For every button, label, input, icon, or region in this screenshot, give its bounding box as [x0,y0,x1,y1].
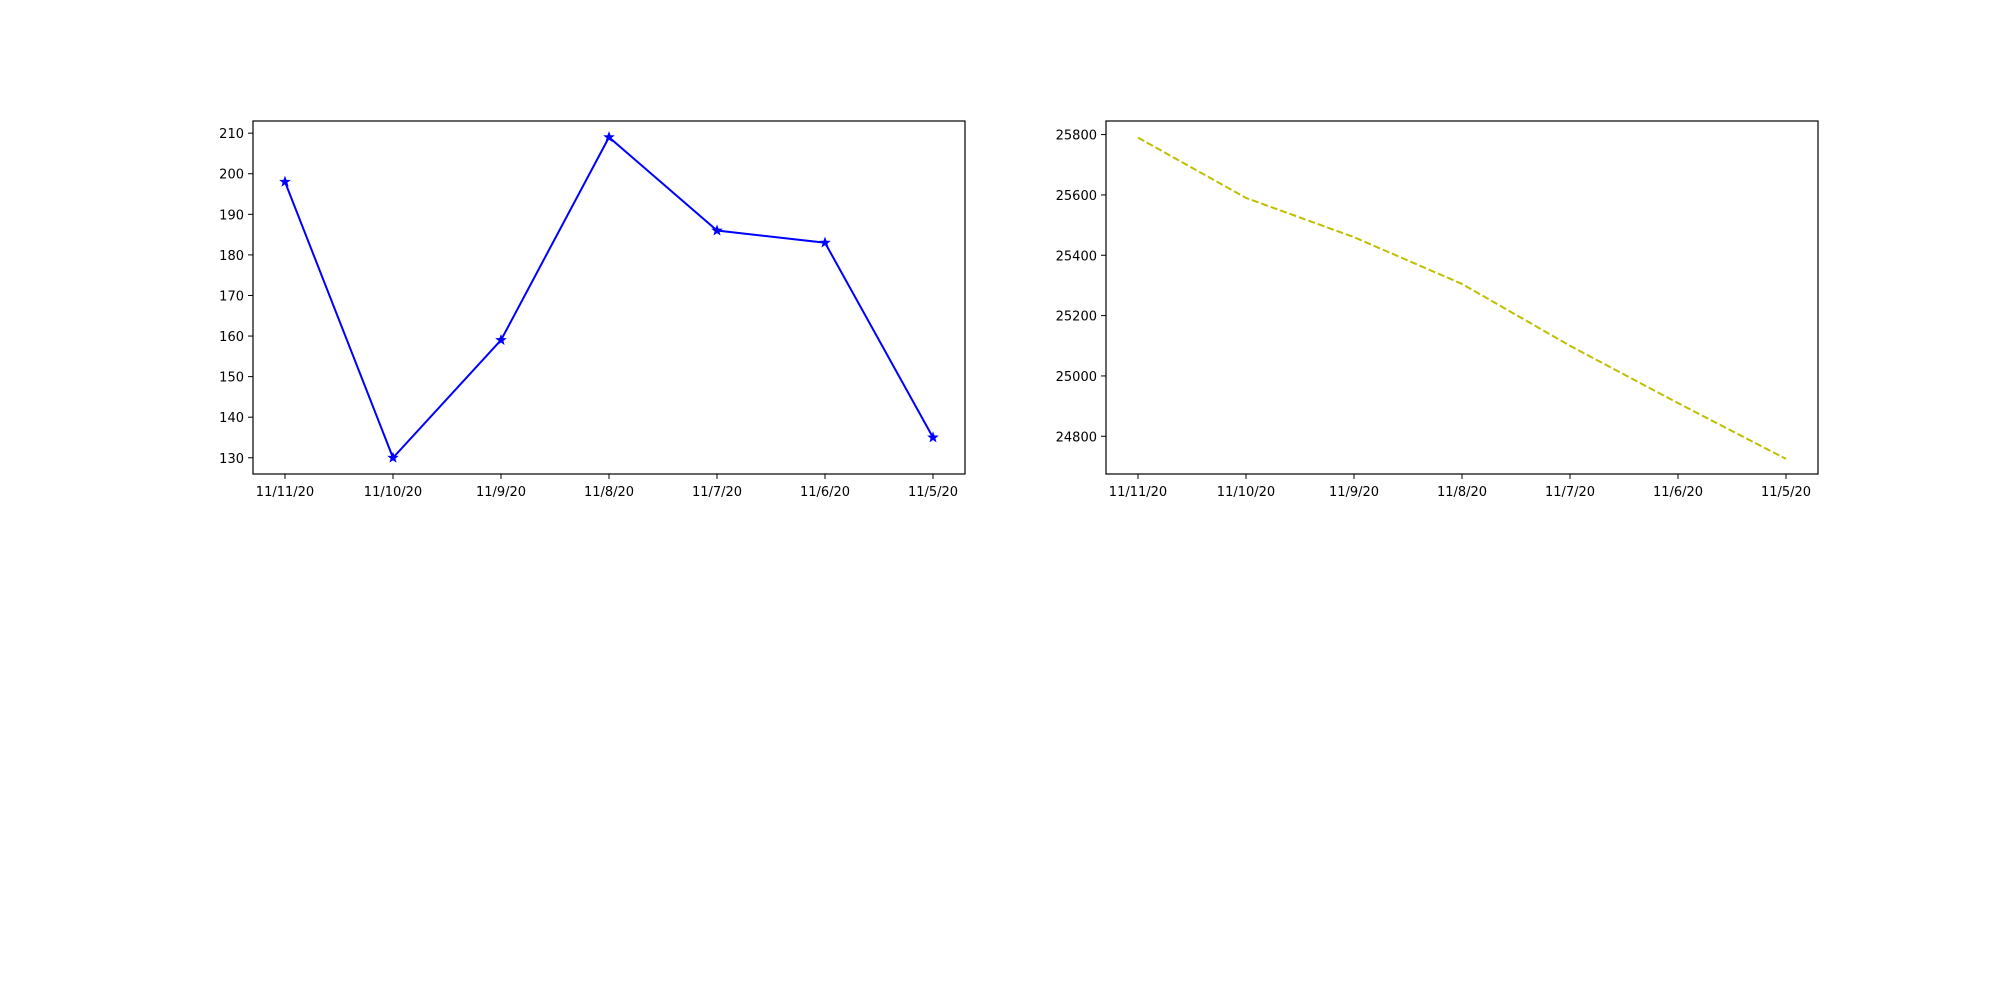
y-tick-label: 210 [219,127,244,142]
x-tick-label: 11/8/20 [1437,485,1487,500]
y-tick-label: 190 [219,208,244,223]
y-tick-label: 25600 [1056,189,1097,204]
y-tick-label: 25000 [1056,370,1097,385]
data-point [927,431,939,443]
x-tick-label: 11/5/20 [1761,485,1811,500]
y-tick-label: 160 [219,330,244,345]
chart-panel-2: 11/11/20 11/10/20 11/9/20 11/8/20 11/7/20 11/… [1056,120,1819,500]
x-tick-label: 11/8/20 [584,485,634,500]
y-tick-label: 25400 [1056,249,1097,264]
y-tick-label: 180 [219,249,244,264]
axes-frame [252,120,966,475]
x-tick-label: 11/9/20 [1329,485,1379,500]
data-point [819,236,831,248]
data-point [495,334,507,345]
y-tick-label: 130 [219,452,244,467]
x-tick-label: 11/10/20 [364,485,422,500]
y-tick-label: 150 [219,371,244,386]
x-tick-label: 11/6/20 [1653,485,1703,500]
x-tick-label: 11/11/20 [256,485,314,500]
series-line-1 [1137,136,1787,460]
y-tick-label: 140 [219,411,244,426]
x-tick-label: 11/7/20 [1545,485,1595,500]
x-tick-label: 11/6/20 [800,485,850,500]
series-line-1 [284,135,934,460]
y-tick-label: 170 [219,289,244,304]
y-tick-label: 24800 [1056,430,1097,445]
x-tick-label: 11/5/20 [908,485,958,500]
x-tick-label: 11/10/20 [1217,485,1275,500]
data-point [387,451,399,463]
data-point [279,175,291,187]
y-tick-label: 25800 [1056,129,1097,144]
chart-panel-1: 11/11/20 11/10/20 11/9/20 11/8/20 11/7/20 11/… [219,120,966,500]
x-tick-label: 11/9/20 [476,485,526,500]
data-point [711,224,723,236]
y-tick-label: 25200 [1056,310,1097,325]
x-tick-label: 11/7/20 [692,485,742,500]
x-tick-label: 11/11/20 [1109,485,1167,500]
y-tick-label: 200 [219,168,244,183]
data-point [603,131,615,143]
